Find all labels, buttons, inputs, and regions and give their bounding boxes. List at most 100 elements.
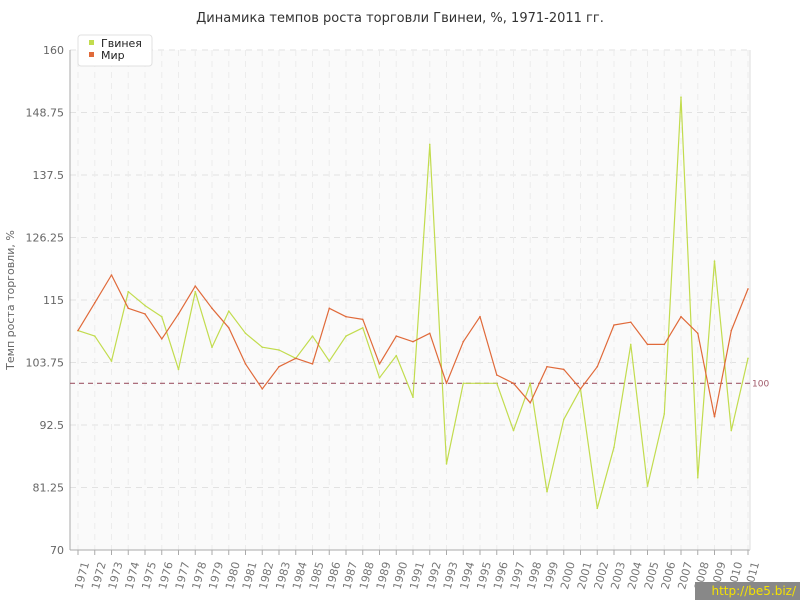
data-point [211, 307, 213, 310]
data-point [730, 329, 733, 332]
y-ticks: 70 81.25 92.5 103.75 115 126.25 137.5 148.75 160 [26, 44, 65, 557]
data-point [428, 143, 431, 146]
y-tick-label: 137.5 [33, 169, 65, 182]
data-point [127, 307, 130, 310]
data-point [445, 463, 448, 465]
data-point [227, 326, 230, 329]
data-point [663, 413, 666, 415]
y-tick-label: 81.25 [33, 482, 65, 495]
data-point [428, 332, 431, 335]
data-point [160, 315, 163, 318]
watermark: http://be5.biz/ [695, 582, 800, 600]
data-point [680, 315, 682, 318]
data-point [579, 388, 582, 390]
data-point [529, 401, 532, 404]
data-point [378, 376, 381, 379]
data-point [211, 346, 213, 349]
data-point [345, 335, 347, 337]
data-point [278, 365, 280, 368]
data-point [194, 285, 197, 287]
series-group [77, 96, 749, 510]
data-point [93, 335, 96, 337]
data-point [562, 368, 565, 371]
data-point [462, 382, 465, 385]
data-point [160, 338, 163, 340]
data-point [227, 310, 230, 312]
data-point [529, 382, 532, 385]
data-point [144, 313, 146, 315]
data-point [261, 346, 264, 349]
data-point [445, 382, 448, 385]
data-point [462, 340, 465, 343]
legend-label-world: Мир [101, 49, 125, 62]
data-point [311, 363, 314, 365]
data-point [328, 360, 331, 362]
data-point [495, 382, 498, 385]
data-point [479, 382, 481, 385]
data-point [261, 388, 264, 390]
reference-line-label: 100 [752, 379, 769, 389]
data-point [328, 307, 331, 310]
y-tick-label: 126.25 [26, 232, 65, 245]
data-point [127, 290, 130, 293]
data-point [512, 382, 515, 385]
data-point [696, 476, 699, 479]
data-point [77, 329, 79, 332]
y-tick-label: 115 [43, 294, 64, 307]
data-point [646, 485, 649, 487]
y-tick-label: 160 [43, 44, 64, 57]
y-tick-label: 103.75 [26, 357, 65, 370]
data-point [512, 429, 515, 432]
data-point [596, 507, 599, 510]
data-point [629, 343, 632, 346]
data-point [361, 326, 364, 329]
data-point [244, 363, 247, 365]
y-tick-label: 70 [50, 544, 64, 557]
reference-line-group: 100 [70, 379, 769, 389]
legend-label-guinea: Гвинея [101, 37, 142, 50]
data-point [646, 343, 649, 346]
data-point [613, 324, 615, 326]
data-point [177, 368, 180, 371]
y-axis-label: Темп роста торговли, % [4, 230, 17, 371]
y-tick-label: 148.75 [26, 107, 65, 120]
legend-swatch-world [89, 52, 94, 57]
x-ticks: 1971197219731974197519761977197819791980… [72, 560, 762, 590]
data-point [730, 429, 733, 432]
data-point [395, 354, 398, 357]
chart-title: Динамика темпов роста торговли Гвинеи, %… [196, 11, 604, 26]
data-point [546, 490, 548, 493]
data-point [294, 357, 297, 360]
data-point [278, 349, 280, 351]
data-point [663, 343, 666, 346]
data-point [562, 418, 565, 421]
data-point [412, 340, 414, 343]
data-point [629, 321, 632, 324]
data-point [395, 335, 398, 337]
data-point [596, 365, 599, 368]
data-point [713, 415, 716, 418]
data-point [194, 290, 197, 293]
data-point [361, 318, 364, 321]
legend: Гвинея Мир [77, 34, 153, 67]
data-point [144, 304, 146, 307]
data-point [680, 96, 682, 99]
data-point [110, 360, 113, 362]
data-point [495, 374, 498, 376]
data-point [177, 313, 180, 315]
data-point [479, 315, 481, 318]
data-point [345, 315, 347, 318]
data-point [713, 260, 716, 262]
data-point [378, 363, 381, 365]
y-tick-label: 92.5 [40, 419, 65, 432]
axes [69, 50, 751, 555]
data-point [613, 446, 615, 449]
data-point [696, 332, 699, 335]
data-point [747, 357, 749, 360]
data-point [110, 274, 113, 276]
data-point [747, 288, 749, 290]
data-point [412, 396, 414, 399]
legend-swatch-guinea [89, 40, 94, 45]
data-point [93, 301, 96, 304]
